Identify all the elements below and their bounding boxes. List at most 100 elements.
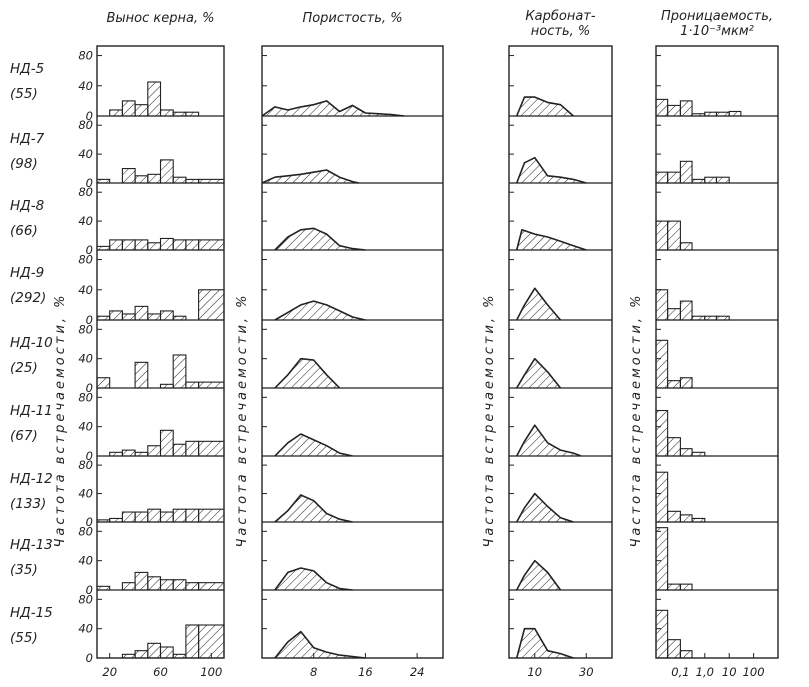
x-tick-label: 20 xyxy=(102,665,117,679)
well-label: НД-13 (35) xyxy=(10,537,53,578)
subplot-НД-8 xyxy=(509,191,612,251)
subplot-НД-13: 0 40 80 xyxy=(78,524,225,597)
panel-title-line: Проницаемость, xyxy=(661,9,773,24)
y-tick-label: 80 xyxy=(78,592,93,606)
y-tick-label: 0 xyxy=(86,449,93,463)
x-tick-label: 10 xyxy=(722,665,737,679)
subplot-НД-12 xyxy=(655,464,778,523)
histogram-bar xyxy=(198,239,225,251)
subplot-НД-12: 0 40 80 xyxy=(78,458,225,529)
histogram-bar xyxy=(159,429,174,457)
distribution-line xyxy=(515,627,574,659)
histogram-bar xyxy=(109,517,123,523)
subplot-НД-8 xyxy=(655,191,778,251)
sample-count: (25) xyxy=(10,360,38,376)
histogram-bar xyxy=(185,508,200,523)
well-label: НД-15 (55) xyxy=(10,605,53,646)
histogram-bar xyxy=(172,176,187,184)
x-tick-label: 16 xyxy=(358,665,373,679)
histogram-bar xyxy=(679,377,693,389)
subplot-НД-5 xyxy=(261,55,443,117)
panel-title-line: Пористость, % xyxy=(302,11,402,26)
histogram-bar xyxy=(109,310,123,321)
histogram-bar xyxy=(667,510,681,523)
y-tick-label: 80 xyxy=(78,253,93,267)
histogram-bar xyxy=(655,471,669,523)
histogram-bar xyxy=(121,239,136,251)
subplot-НД-15 xyxy=(655,598,693,659)
distribution-area xyxy=(516,425,582,456)
histogram-bar xyxy=(134,104,149,117)
panel-4: Проницаемость,1·10⁻³мкм² 0,1 1,0 10 100 xyxy=(655,9,779,679)
histogram-bar xyxy=(147,81,162,117)
histogram-bar xyxy=(147,642,162,659)
subplot-НД-12 xyxy=(262,464,443,523)
well-name: НД-7 xyxy=(10,131,45,147)
histogram-bar xyxy=(134,451,149,457)
distribution-area xyxy=(516,560,561,590)
x-tick-label: 100 xyxy=(743,665,765,679)
distribution-area xyxy=(274,495,353,522)
histogram-bar xyxy=(198,381,225,389)
histogram-bar xyxy=(655,527,669,591)
subplot-НД-10: 0 40 80 xyxy=(78,322,225,395)
histogram-bar xyxy=(159,237,174,251)
histogram-bar xyxy=(159,310,174,321)
histogram-bar xyxy=(159,579,174,591)
y-tick-label: 80 xyxy=(78,185,93,199)
y-tick-label: 80 xyxy=(78,322,93,336)
histogram-bar xyxy=(121,449,136,457)
y-tick-label: 40 xyxy=(78,214,93,228)
histogram-bar xyxy=(134,175,149,184)
panel-title-line: ность, % xyxy=(531,24,590,39)
histogram-bar xyxy=(147,242,162,251)
distribution-line xyxy=(515,492,574,523)
histogram-bar xyxy=(679,650,693,659)
distribution-line xyxy=(515,96,574,117)
subplot-НД-11: 0 40 80 xyxy=(78,390,225,463)
y-tick-label: 80 xyxy=(78,524,93,538)
y-tick-label: 80 xyxy=(78,458,93,472)
distribution-line xyxy=(515,287,562,321)
subplot-НД-11 xyxy=(262,396,443,457)
histogram-bar xyxy=(667,308,681,321)
histogram-bar xyxy=(198,178,225,184)
distribution-area xyxy=(274,568,353,590)
y-tick-label: 40 xyxy=(78,420,93,434)
subplot-НД-13 xyxy=(262,530,443,591)
distribution-line xyxy=(516,357,562,389)
well-name: НД-15 xyxy=(10,605,53,621)
panel-frame xyxy=(96,45,225,659)
histogram-bar xyxy=(655,289,669,321)
well-label: НД-7 (98) xyxy=(10,131,45,172)
histogram-bar xyxy=(704,111,717,117)
histogram-bar xyxy=(185,111,200,117)
histogram-bar xyxy=(121,313,136,321)
distribution-line xyxy=(515,156,587,184)
histogram-bar xyxy=(679,448,693,457)
histogram-bar xyxy=(655,339,669,389)
well-label: НД-8 (66) xyxy=(10,198,44,239)
x-tick-label: 60 xyxy=(153,665,168,679)
histogram-bar xyxy=(691,517,706,523)
histogram-bar xyxy=(109,239,123,251)
well-name: НД-13 xyxy=(10,537,53,553)
well-label: НД-12 (133) xyxy=(10,471,53,512)
well-label: НД-10 (25) xyxy=(10,335,53,376)
histogram-bar xyxy=(185,178,200,184)
subplot-НД-5 xyxy=(509,55,612,117)
y-tick-label: 0 xyxy=(86,583,93,597)
well-name: НД-12 xyxy=(10,471,53,487)
histogram-bar xyxy=(667,104,681,117)
subplot-НД-7 xyxy=(509,124,612,184)
histogram-bar xyxy=(134,239,149,251)
well-label: НД-9 (292) xyxy=(10,265,46,306)
histogram-bar xyxy=(679,160,693,184)
histogram-bar xyxy=(679,514,693,523)
histogram-bar xyxy=(679,242,693,251)
x-tick-label: 30 xyxy=(579,665,594,679)
histogram-bar xyxy=(728,110,742,117)
well-name: НД-11 xyxy=(10,403,53,419)
panel-title-line: Карбонат- xyxy=(525,9,595,24)
distribution-line xyxy=(274,630,366,659)
